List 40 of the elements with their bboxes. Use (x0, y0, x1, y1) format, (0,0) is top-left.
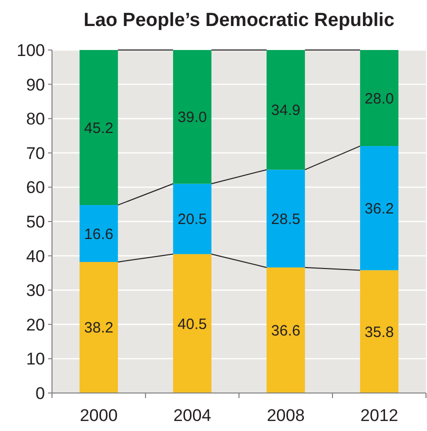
x-tick-label: 2008 (266, 406, 305, 425)
y-tick-label: 80 (26, 110, 45, 129)
y-tick-label: 40 (26, 246, 45, 266)
data-label: 16.6 (84, 226, 114, 243)
y-tick-label: 0 (36, 384, 45, 403)
chart-title: Lao People’s Democratic Republic (84, 10, 395, 31)
data-label: 28.5 (271, 210, 300, 228)
data-label: 35.8 (364, 324, 394, 341)
data-label: 20.5 (178, 211, 207, 228)
bar (266, 267, 305, 393)
bar (266, 170, 305, 268)
x-tick-label: 2004 (173, 406, 212, 425)
y-tick-label: 50 (26, 212, 45, 232)
data-label: 36.6 (271, 322, 300, 340)
bar (360, 146, 398, 270)
data-label: 34.9 (271, 102, 300, 120)
y-tick-label: 20 (26, 315, 45, 334)
bar (80, 50, 118, 206)
x-tick-label: 2012 (360, 406, 398, 425)
y-tick-label: 70 (26, 144, 45, 163)
y-tick-label: 10 (26, 350, 45, 369)
data-label: 39.0 (178, 109, 207, 126)
y-tick-label: 60 (26, 178, 45, 198)
bar (173, 184, 212, 254)
data-label: 36.2 (364, 200, 394, 218)
bar (80, 262, 118, 393)
data-label: 38.2 (84, 320, 114, 337)
bar (173, 254, 212, 393)
bar (360, 270, 398, 393)
data-label: 40.5 (178, 316, 207, 333)
y-tick-label: 100 (16, 40, 45, 60)
y-tick-label: 30 (26, 281, 45, 300)
y-tick-label: 90 (26, 75, 45, 94)
bar (80, 205, 118, 262)
bar (266, 50, 305, 170)
data-label: 28.0 (364, 90, 394, 108)
bar (360, 50, 398, 146)
data-label: 45.2 (84, 120, 114, 137)
bar (173, 50, 212, 184)
x-tick-label: 2000 (80, 406, 118, 425)
